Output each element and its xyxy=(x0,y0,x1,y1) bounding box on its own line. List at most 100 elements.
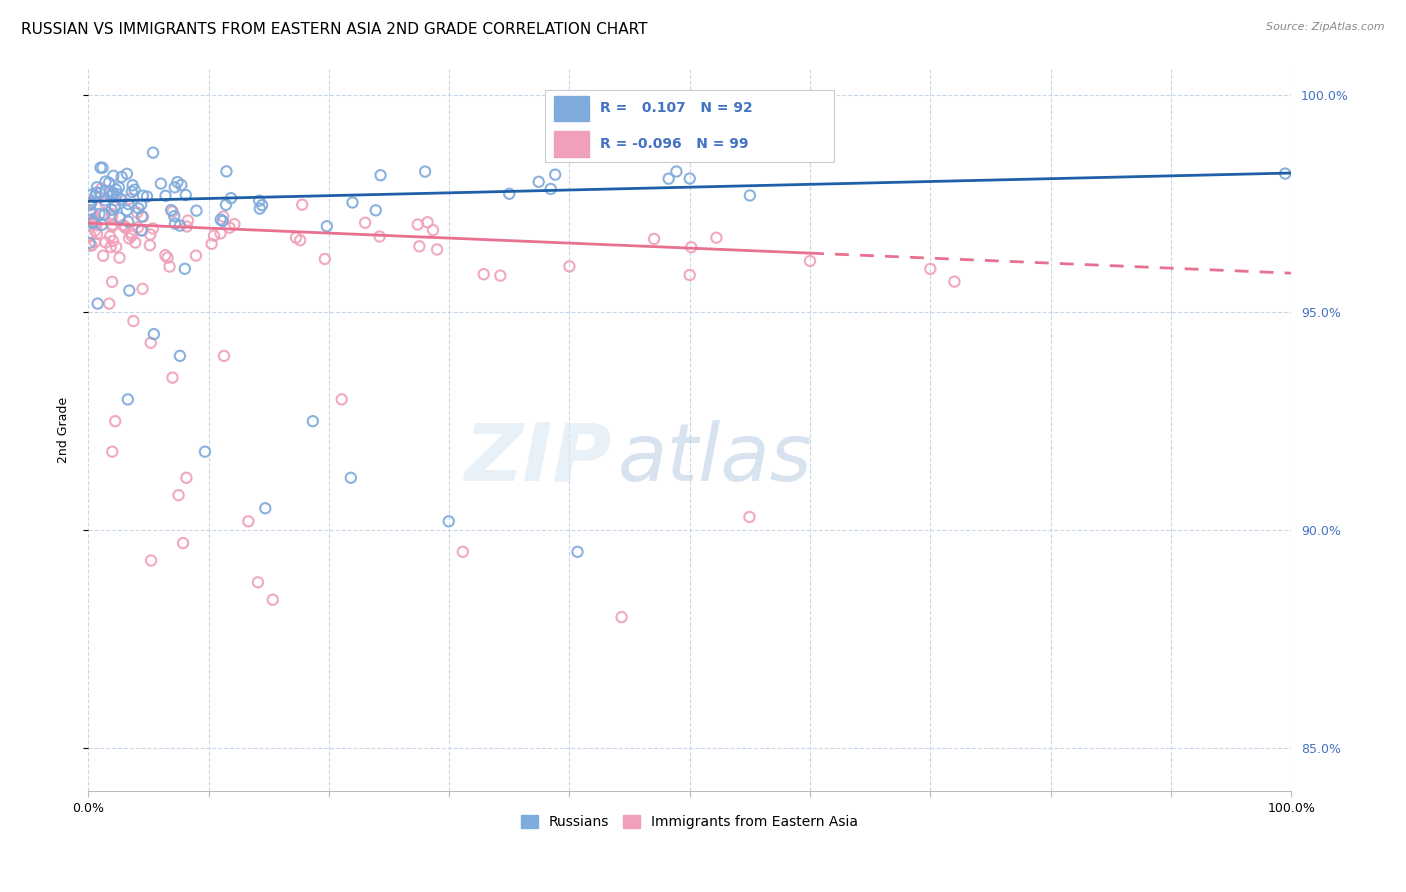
Point xyxy=(163,209,186,223)
Point xyxy=(98,229,121,244)
Point xyxy=(131,210,153,224)
Point xyxy=(94,175,117,189)
Point xyxy=(142,327,165,342)
Point xyxy=(104,200,127,214)
Point xyxy=(558,260,581,274)
Point xyxy=(108,251,131,265)
Point xyxy=(301,414,323,428)
Point xyxy=(155,189,177,203)
Point xyxy=(89,207,111,221)
Point xyxy=(285,230,308,244)
Point xyxy=(117,214,139,228)
Point xyxy=(82,216,104,230)
Point xyxy=(706,230,728,244)
Point xyxy=(108,211,131,225)
Point xyxy=(79,196,101,211)
Point xyxy=(105,187,128,202)
Point xyxy=(101,444,124,458)
Point xyxy=(658,171,681,186)
Point xyxy=(139,553,162,567)
Point xyxy=(91,161,114,175)
Point xyxy=(799,254,821,268)
Point xyxy=(437,514,460,528)
Point xyxy=(103,169,125,183)
Point xyxy=(104,414,127,428)
Point xyxy=(79,228,101,243)
Point xyxy=(121,228,143,243)
Point xyxy=(80,203,103,218)
Point xyxy=(86,227,108,241)
Point xyxy=(943,275,966,289)
Point xyxy=(314,252,336,266)
Point xyxy=(127,205,149,219)
Point xyxy=(212,210,235,224)
Point xyxy=(136,189,159,203)
Point xyxy=(681,240,703,254)
Point xyxy=(98,176,121,190)
Point xyxy=(80,206,103,220)
Point xyxy=(86,180,108,194)
Point xyxy=(89,186,111,200)
Point xyxy=(114,219,136,234)
Point xyxy=(115,203,138,218)
Point xyxy=(215,198,238,212)
Point xyxy=(202,228,225,243)
Point xyxy=(124,183,146,197)
Point xyxy=(610,610,633,624)
Point xyxy=(127,202,149,216)
Point xyxy=(117,392,139,407)
Point xyxy=(194,444,217,458)
Point xyxy=(176,471,198,485)
Text: RUSSIAN VS IMMIGRANTS FROM EASTERN ASIA 2ND GRADE CORRELATION CHART: RUSSIAN VS IMMIGRANTS FROM EASTERN ASIA … xyxy=(21,22,648,37)
Point xyxy=(540,182,562,196)
Point xyxy=(80,207,103,221)
Point xyxy=(544,168,567,182)
Point xyxy=(139,335,162,350)
Point xyxy=(370,168,392,182)
Point xyxy=(527,175,550,189)
Point xyxy=(219,191,242,205)
Point xyxy=(413,164,436,178)
Point xyxy=(209,212,232,227)
Point xyxy=(121,185,143,199)
Point xyxy=(209,227,232,241)
Point xyxy=(127,220,149,235)
Point xyxy=(101,275,124,289)
Point xyxy=(118,284,141,298)
Point xyxy=(163,180,186,194)
Point xyxy=(94,194,117,208)
Point xyxy=(498,186,520,201)
Point xyxy=(142,221,165,235)
Point xyxy=(117,197,139,211)
Point xyxy=(103,186,125,200)
Point xyxy=(173,261,195,276)
Point xyxy=(80,238,103,252)
Text: Source: ZipAtlas.com: Source: ZipAtlas.com xyxy=(1267,22,1385,32)
Point xyxy=(246,575,269,590)
Point xyxy=(212,349,235,363)
Point xyxy=(170,178,193,192)
Point xyxy=(121,178,143,193)
Point xyxy=(83,235,105,250)
Point xyxy=(105,183,128,197)
Point xyxy=(80,238,103,252)
Point xyxy=(159,260,181,274)
Point xyxy=(166,175,188,189)
Point xyxy=(408,239,430,253)
Point xyxy=(174,188,197,202)
Point xyxy=(288,233,311,247)
Point xyxy=(451,545,474,559)
Point xyxy=(122,314,145,328)
Point xyxy=(1274,167,1296,181)
Point xyxy=(100,202,122,217)
Point xyxy=(132,210,155,224)
Point xyxy=(111,218,134,232)
Text: atlas: atlas xyxy=(617,420,813,498)
Point xyxy=(100,240,122,254)
Point xyxy=(129,198,152,212)
Point xyxy=(105,194,128,208)
Point xyxy=(291,197,314,211)
Point xyxy=(364,203,387,218)
Point xyxy=(315,219,337,234)
Point xyxy=(200,236,222,251)
